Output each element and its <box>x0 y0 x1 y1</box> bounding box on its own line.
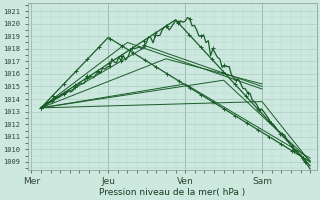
X-axis label: Pression niveau de la mer( hPa ): Pression niveau de la mer( hPa ) <box>99 188 245 197</box>
